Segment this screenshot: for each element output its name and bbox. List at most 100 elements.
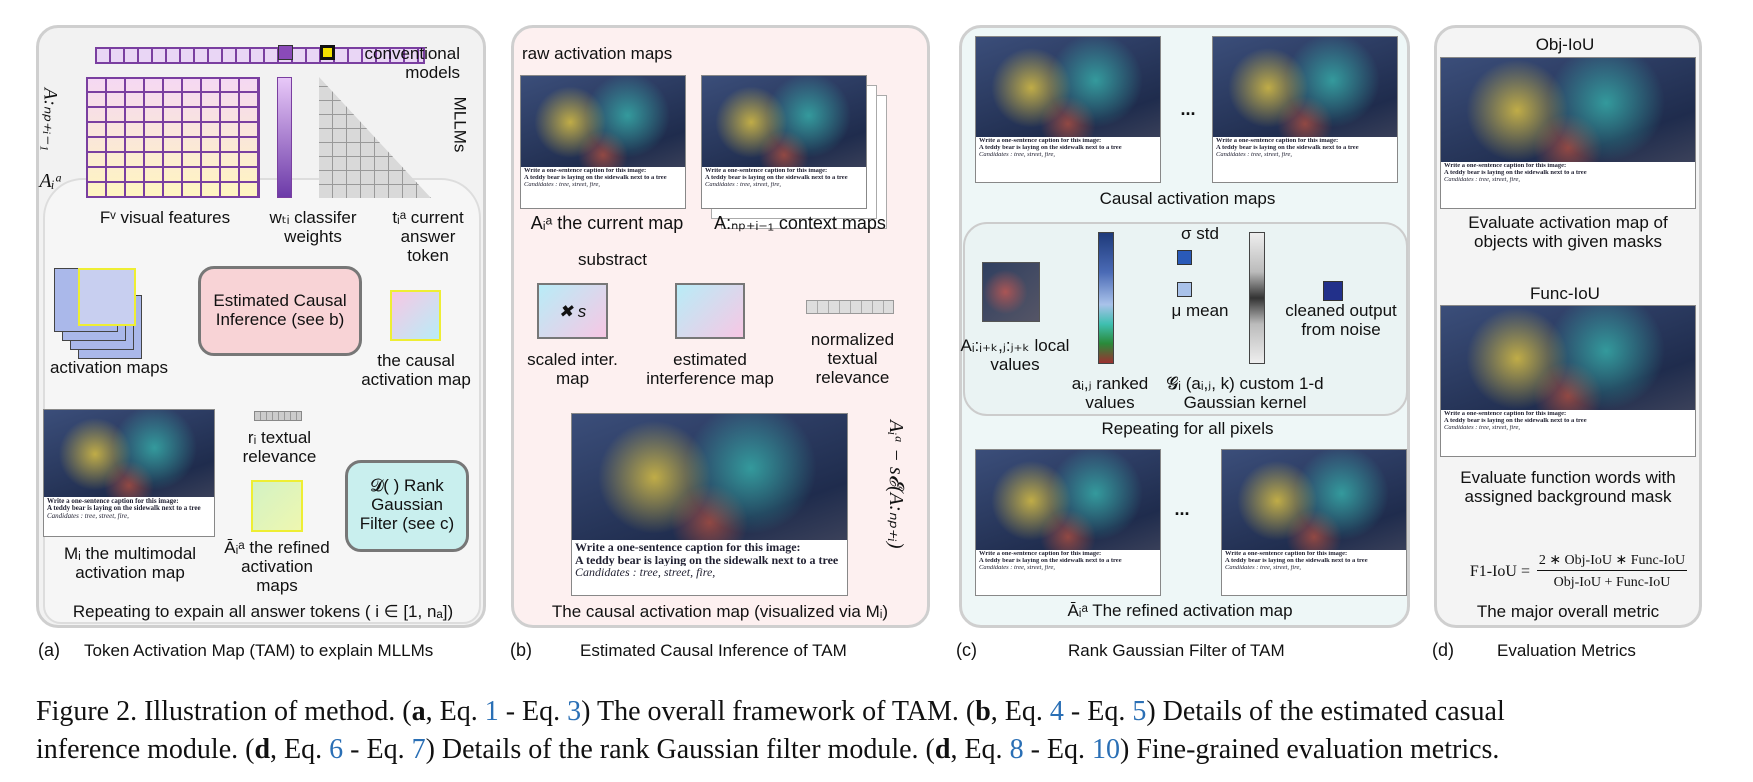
- panel-label: (a): [38, 640, 60, 660]
- func-image: Write a one-sentence caption for this im…: [1440, 305, 1696, 457]
- caption-prompt: Write a one-sentence caption for this im…: [979, 138, 1102, 144]
- gray-column: [1249, 232, 1265, 364]
- scaled: scaled inter. map: [527, 350, 618, 388]
- rgf: 𝓓( ) Rank Gaussian Filter (see c): [359, 476, 455, 533]
- caption-candidates: Candidates : tree, street, fire,: [47, 512, 129, 520]
- caption-prompt: Write a one-sentence caption for this im…: [1444, 163, 1567, 169]
- refined-c: Āᵢᵃ The refined activation map: [1067, 601, 1293, 620]
- caption-answer: A teddy bear is laying on the sidewalk n…: [1225, 557, 1368, 564]
- caption-segment: 10: [1092, 734, 1120, 765]
- caption-segment: b: [975, 696, 991, 727]
- ranked: aᵢ,ⱼ ranked values: [1071, 374, 1149, 412]
- visual-matrix: [86, 77, 260, 198]
- caption-candidates: Candidates : tree, street, fire,: [1444, 176, 1521, 183]
- multimodal: Mᵢ the multimodal activation map: [63, 544, 197, 582]
- substract: substract: [578, 250, 647, 269]
- cleaned: cleaned output from noise: [1285, 301, 1397, 339]
- refined-square: [251, 480, 303, 532]
- caption-answer: A teddy bear is laying on the sidewalk n…: [1216, 144, 1359, 151]
- caption-candidates: Candidates : tree, street, fire,: [979, 151, 1056, 158]
- panel-title: Evaluation Metrics: [1497, 641, 1636, 660]
- eci: Estimated Causal Inference (see b): [213, 291, 347, 329]
- image-caption: Write a one-sentence caption for this im…: [44, 497, 214, 536]
- causal: the causal activation map: [361, 351, 471, 389]
- a-i: Aᵢᵃ: [39, 170, 63, 192]
- ellipsis-1: ...: [1180, 99, 1196, 119]
- image-caption: Write a one-sentence caption for this im…: [976, 137, 1160, 182]
- panel-label: (d): [1432, 640, 1454, 660]
- major: The major overall metric: [1476, 602, 1660, 621]
- caption-segment: - Eq.: [1063, 696, 1133, 727]
- caption-segment: ) Details of the estimated casual: [1146, 696, 1505, 727]
- f1: F1-IoU =: [1469, 563, 1530, 580]
- mllms: MLLMs: [450, 96, 470, 153]
- caption-segment: - Eq.: [1023, 734, 1092, 765]
- image-caption: Write a one-sentence caption for this im…: [521, 167, 685, 208]
- eci-box: [198, 266, 362, 356]
- caption-segment: Figure 2. Illustration of method. (: [36, 696, 412, 727]
- ranked-column: [1098, 232, 1114, 364]
- context: A:ₙₚ₊ᵢ₋₁ context maps: [714, 213, 886, 233]
- image-caption: Write a one-sentence caption for this im…: [572, 540, 847, 595]
- caption-segment: inference module. (: [36, 734, 255, 765]
- obj-image: Write a one-sentence caption for this im…: [1440, 57, 1696, 209]
- panel-title: Estimated Causal Inference of TAM: [580, 641, 847, 660]
- image-caption: Write a one-sentence caption for this im…: [1441, 162, 1695, 208]
- refined-map-2: Write a one-sentence caption for this im…: [1221, 449, 1407, 596]
- multiply: [255, 118, 275, 138]
- caption-segment: 8: [1009, 734, 1024, 765]
- caption-prompt: Write a one-sentence caption for this im…: [1444, 411, 1567, 417]
- caption-candidates: Candidates : tree, street, fire,: [979, 564, 1056, 571]
- local-image: [982, 262, 1040, 322]
- weights: wₜᵢ classifer weights: [269, 208, 357, 246]
- caption-segment: 6: [329, 734, 344, 765]
- multimodal-image: Write a one-sentence caption for this im…: [43, 409, 215, 537]
- repeat-c: Repeating for all pixels: [1101, 419, 1274, 438]
- normalized: normalized textual relevance: [810, 330, 895, 387]
- image-caption: Write a one-sentence caption for this im…: [1222, 550, 1406, 595]
- std-square: [1177, 250, 1192, 265]
- rgf-box: [345, 460, 469, 552]
- caption-answer: A teddy bear is laying on the sidewalk n…: [524, 174, 667, 181]
- caption-candidates: Candidates : tree, street, fire,: [1225, 564, 1302, 571]
- func: Func-IoU: [1530, 284, 1600, 303]
- obj-desc: Evaluate activation map of objects with …: [1468, 213, 1668, 251]
- obj: Obj-IoU: [1535, 35, 1595, 54]
- interference-box: [675, 283, 745, 339]
- s: ✖ s: [558, 302, 587, 321]
- bottom-b: The causal activation map (visualized vi…: [551, 602, 889, 621]
- a-ctx: A:ₙₚ₊ᵢ₋₁: [39, 87, 61, 152]
- panel-label: (b): [510, 640, 532, 660]
- caption-segment: d: [934, 734, 951, 765]
- interference: estimated interference map: [646, 350, 774, 388]
- repeat-a: Repeating to expain all answer tokens ( …: [72, 602, 454, 621]
- caption-segment: 7: [411, 734, 426, 765]
- caption-segment: - Eq.: [498, 696, 568, 727]
- caption-segment: 3: [567, 696, 582, 727]
- conventional: conventional models: [364, 44, 460, 82]
- denominator: Obj-IoU + Func-IoU: [1553, 575, 1671, 590]
- caption-candidates: Candidates : tree, street, fire,: [1444, 424, 1521, 431]
- ellipsis-2: ...: [1174, 499, 1190, 519]
- causal-map-1: Write a one-sentence caption for this im…: [975, 36, 1161, 183]
- caption-prompt: Write a one-sentence caption for this im…: [47, 498, 179, 505]
- caption-segment: - Eq.: [343, 734, 412, 765]
- caption-segment: 4: [1049, 696, 1064, 727]
- caption-prompt: Write a one-sentence caption for this im…: [524, 168, 647, 174]
- caption-answer: A teddy bear is laying on the sidewalk n…: [575, 553, 839, 567]
- causal-map-2: Write a one-sentence caption for this im…: [1212, 36, 1398, 183]
- caption-candidates: Candidates : tree, street, fire,: [705, 181, 782, 188]
- caption-candidates: Candidates : tree, street, fire,: [524, 181, 601, 188]
- caption-answer: A teddy bear is laying on the sidewalk n…: [47, 505, 201, 513]
- caption-answer: A teddy bear is laying on the sidewalk n…: [979, 557, 1122, 564]
- causal-image: Write a one-sentence caption for this im…: [571, 413, 848, 596]
- act-maps: activation maps: [49, 358, 169, 377]
- local: Aᵢ:ᵢ₊ₖ,ⱼ:ⱼ₊ₖ local values: [960, 336, 1070, 374]
- refined: Āᵢᵃ the refined activation maps: [224, 538, 330, 595]
- visual: Fᵛ visual features: [99, 208, 231, 227]
- caption-answer: A teddy bear is laying on the sidewalk n…: [705, 174, 848, 181]
- caption-segment: , Eq.: [425, 696, 485, 727]
- std: σ std: [1181, 224, 1219, 243]
- mean-square: [1177, 282, 1192, 297]
- caption-candidates: Candidates : tree, street, fire,: [575, 566, 716, 579]
